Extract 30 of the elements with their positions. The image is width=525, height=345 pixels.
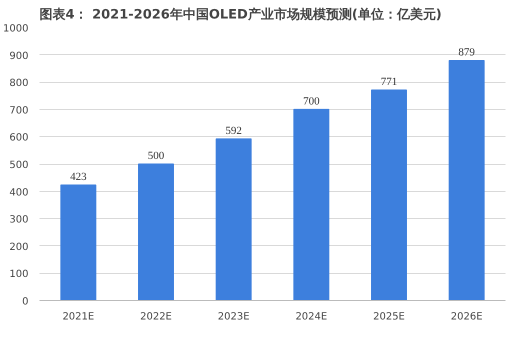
- x-tick-label: 2021E: [62, 312, 94, 322]
- y-tick-label: 400: [9, 187, 29, 198]
- y-tick-label: 200: [9, 242, 29, 253]
- bar: [371, 90, 407, 300]
- y-tick-label: 0: [22, 296, 29, 308]
- data-label: 700: [303, 95, 320, 108]
- y-tick-label: 900: [9, 50, 29, 62]
- data-label: 423: [70, 171, 88, 184]
- data-label: 879: [458, 46, 476, 59]
- bar: [448, 60, 485, 300]
- x-tick-label: 2024E: [295, 312, 328, 322]
- data-label: 771: [380, 76, 398, 88]
- bar: [216, 138, 252, 300]
- data-label: 500: [148, 150, 165, 162]
- data-label: 592: [225, 124, 242, 137]
- x-tick-label: 2023E: [218, 312, 250, 322]
- bar: [60, 184, 96, 300]
- chart-title: 图表4： 2021-2026年中国OLED产业市场规模预测(单位：亿美元): [40, 6, 442, 22]
- y-tick-label: 300: [9, 214, 29, 226]
- x-tick-label: 2025E: [373, 312, 405, 322]
- bar: [293, 108, 330, 300]
- y-tick-label: 100: [9, 269, 29, 280]
- y-tick-label: 500: [9, 160, 29, 171]
- x-tick-label: 2022E: [140, 312, 172, 322]
- x-tick-label: 2026E: [450, 312, 483, 322]
- bar: [138, 164, 174, 300]
- y-tick-label: 800: [9, 78, 29, 90]
- y-tick-label: 600: [9, 132, 29, 144]
- y-tick-label: 1000: [3, 24, 29, 34]
- y-tick-label: 700: [9, 105, 29, 116]
